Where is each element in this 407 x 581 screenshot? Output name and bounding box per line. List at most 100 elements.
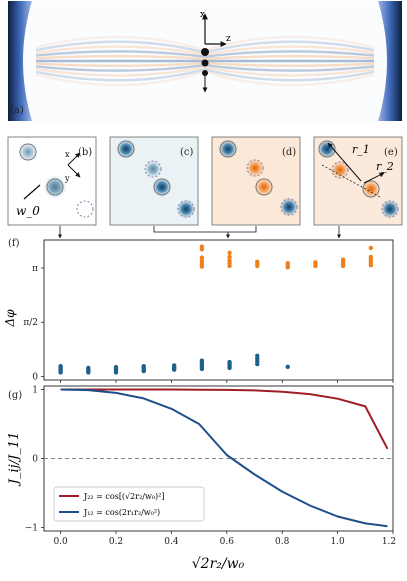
- scatter-point: [285, 364, 290, 370]
- panel-f-points: [58, 244, 374, 375]
- atom-lower: [202, 70, 208, 76]
- z-axis-label: z: [226, 34, 231, 44]
- atom-spot: [254, 177, 274, 197]
- scatter-point: [227, 250, 232, 255]
- inset-c: (c): [109, 136, 199, 226]
- r1-label: r_1: [352, 143, 370, 156]
- atom-spot: [380, 199, 400, 219]
- g-xtick-label: 0.2: [109, 537, 123, 547]
- panel-f-label: (f): [8, 238, 20, 249]
- scatter-point: [368, 245, 374, 251]
- g-ytick-label: 1: [32, 385, 38, 395]
- g-ytick-label: −1: [25, 524, 38, 534]
- right-mirror: [378, 1, 402, 121]
- scatter-point: [199, 255, 205, 260]
- scatter-point: [368, 254, 374, 260]
- atom-spot: [245, 158, 265, 178]
- panel-f-yticks: 0 π/2 π: [23, 264, 44, 383]
- scatter-point: [255, 259, 260, 264]
- g-ytick-label: 0: [32, 455, 38, 465]
- atom-spot: [361, 179, 381, 199]
- atom-top: [201, 48, 209, 56]
- panel-g-xticks: 0.0 0.2 0.4 0.6 0.8 1.0 1.2: [53, 531, 396, 547]
- scatter-point: [86, 365, 91, 371]
- mode-fringe: [35, 55, 375, 61]
- trap-circle: [255, 178, 273, 196]
- atom-spot: [330, 160, 350, 180]
- mode-fringe: [35, 50, 375, 59]
- f-ytick-label: π: [32, 264, 38, 274]
- waist-bar: [23, 184, 41, 200]
- inset-d-label: (d): [282, 147, 296, 158]
- panel-a: (a) x z: [8, 1, 402, 122]
- scatter-point: [227, 254, 232, 260]
- f-ytick-label: π/2: [23, 318, 38, 328]
- curve-j12: [60, 388, 388, 528]
- scatter-point: [199, 258, 205, 264]
- scatter-point: [340, 257, 346, 262]
- scatter-point: [199, 358, 205, 363]
- g-xtick-label: 1.0: [330, 537, 345, 547]
- scatter-point: [58, 363, 63, 369]
- trap-circle-dashed: [76, 200, 94, 218]
- legend-label-j12: J₁₂ = cos(2r₁r₂/w₀²): [83, 508, 160, 517]
- trap-circle-dashed: [144, 160, 162, 178]
- panel-g-ylabel: J_ij/J_11: [7, 432, 22, 488]
- bracket-cd: [153, 226, 257, 233]
- panel-g-yticks: −1 0 1: [25, 385, 44, 534]
- trap-circle-dashed: [177, 200, 195, 218]
- atom-middle: [201, 59, 209, 67]
- legend-label-j22: J₂₂ = cos[(√2r₂/w₀)²]: [83, 492, 164, 501]
- inset-axis-x: x: [65, 150, 70, 159]
- trap-circle-dashed: [246, 159, 264, 177]
- y-arrow: [67, 164, 81, 178]
- g-xtick-label: 0.0: [53, 537, 68, 547]
- inset-d: (d): [211, 136, 301, 226]
- panel-f-xticks: [60, 380, 394, 383]
- mode-fringe: [35, 68, 375, 82]
- trap-circle-dashed: [280, 198, 298, 216]
- panel-f-ylabel: Δφ: [3, 309, 17, 328]
- scatter-point: [199, 244, 205, 249]
- atom-spot: [116, 139, 136, 159]
- trap-circle: [219, 140, 237, 158]
- scatter-point: [313, 260, 318, 265]
- atom-spot: [279, 197, 299, 217]
- atom-spot: [152, 177, 172, 197]
- inset-b: x y w_0 (b): [7, 136, 97, 226]
- mode-fringe: [35, 66, 375, 77]
- trap-circle: [153, 178, 171, 196]
- scatter-point: [227, 359, 232, 365]
- trap-circle: [362, 180, 380, 198]
- inset-e-label: (e): [384, 147, 398, 158]
- inset-connectors: [58, 226, 341, 239]
- atom-spot: [317, 139, 337, 159]
- inset-c-label: (c): [180, 147, 194, 158]
- r2-label: r_2: [376, 160, 394, 173]
- scatter-point: [171, 363, 177, 368]
- trap-circle-dashed: [381, 200, 399, 218]
- curve-j22: [60, 388, 389, 450]
- waist-label: w_0: [16, 204, 40, 218]
- scatter-point: [285, 260, 290, 266]
- trap-circle-dashed: [331, 161, 349, 179]
- trap-circle: [117, 140, 135, 158]
- f-ytick-label: 0: [32, 373, 38, 383]
- x-axis-label: x: [200, 10, 205, 20]
- trap-circle: [318, 140, 336, 158]
- inset-axis-y: y: [64, 174, 70, 183]
- diagonal-guide: [321, 164, 381, 198]
- panel-f: (f) Δφ 0 π/2 π: [3, 238, 394, 383]
- scatter-point: [141, 363, 146, 369]
- scatter-point: [255, 353, 260, 359]
- g-xtick-label: 0.8: [275, 537, 290, 547]
- g-xtick-label: 0.4: [164, 537, 179, 547]
- atom-spot: [144, 160, 162, 178]
- legend: J₂₂ = cos[(√2r₂/w₀)²] J₁₂ = cos(2r₁r₂/w₀…: [53, 486, 205, 522]
- panel-f-frame: [43, 239, 394, 381]
- panel-g-xlabel: √2r₂/w₀: [192, 556, 245, 572]
- atom-spot: [176, 199, 196, 219]
- panel-a-label: (a): [10, 105, 24, 116]
- inset-b-label: (b): [78, 147, 92, 158]
